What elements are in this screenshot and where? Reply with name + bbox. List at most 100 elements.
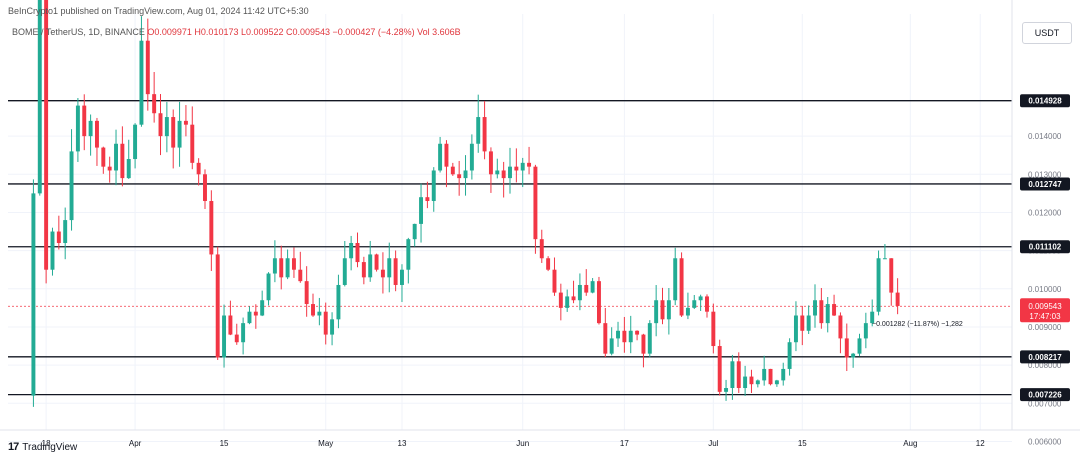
x-tick-label: Aug bbox=[903, 439, 917, 448]
candle-body bbox=[546, 258, 551, 270]
candle-body bbox=[673, 258, 678, 301]
candle-body bbox=[495, 170, 500, 175]
candle-body bbox=[431, 170, 436, 202]
candle-body bbox=[787, 342, 792, 369]
candle-body bbox=[444, 143, 449, 167]
candle-body bbox=[781, 368, 786, 381]
candle-body bbox=[120, 143, 125, 179]
candle-body bbox=[196, 162, 201, 175]
candle-body bbox=[577, 284, 582, 301]
candle-body bbox=[603, 323, 608, 354]
candle-body bbox=[469, 143, 474, 171]
candle-body bbox=[152, 94, 157, 114]
candle-body bbox=[762, 368, 767, 381]
x-tick-label: Jul bbox=[708, 439, 718, 448]
candle-body bbox=[361, 262, 366, 278]
candle-body bbox=[31, 193, 36, 396]
candle-body bbox=[114, 143, 118, 171]
candle-body bbox=[387, 258, 392, 278]
x-tick-label: Jun bbox=[516, 439, 529, 448]
candle-body bbox=[514, 166, 519, 171]
current-price-box bbox=[1020, 298, 1070, 323]
y-tick-label: 0.007000 bbox=[1028, 399, 1062, 408]
y-tick-label: 0.014000 bbox=[1028, 132, 1062, 141]
candle-body bbox=[158, 113, 163, 137]
candle-body bbox=[425, 197, 430, 202]
candle-body bbox=[336, 284, 341, 320]
candle-body bbox=[565, 296, 570, 308]
candle-body bbox=[139, 40, 144, 125]
x-tick-label: 15 bbox=[798, 439, 807, 448]
symbol-line: BOME / TetherUS, 1D, BINANCE O0.009971 H… bbox=[12, 27, 461, 37]
candle-body bbox=[755, 380, 760, 385]
candle-body bbox=[838, 315, 843, 339]
candle-body bbox=[571, 296, 576, 301]
candle-body bbox=[190, 124, 195, 163]
candle-body bbox=[590, 281, 595, 293]
candle-body bbox=[508, 166, 512, 179]
candle-body bbox=[851, 353, 856, 358]
candle-body bbox=[730, 361, 735, 389]
current-price-label: 0.009543 bbox=[1028, 302, 1062, 311]
measure-annotation: −0.001282 (−11.87%) −1,282 bbox=[872, 321, 963, 328]
level-label: 0.008217 bbox=[1028, 353, 1062, 362]
currency-button[interactable]: USDT bbox=[1022, 22, 1072, 44]
countdown-label: 17:47:03 bbox=[1029, 312, 1061, 321]
candle-body bbox=[584, 284, 589, 293]
axes: 0.006000 0.007000 0.008000 0.009000 0.010000… bbox=[0, 0, 1080, 448]
candle-body bbox=[272, 258, 277, 274]
y-tick-label: 0.012000 bbox=[1028, 208, 1062, 217]
candle-body bbox=[330, 319, 335, 335]
candle-body bbox=[876, 258, 881, 312]
level-label-box bbox=[1020, 240, 1070, 254]
candle-body bbox=[50, 231, 55, 270]
candle-body bbox=[457, 174, 462, 179]
candle-body bbox=[736, 361, 741, 389]
candle-body bbox=[317, 311, 322, 316]
level-label: 0.012747 bbox=[1028, 180, 1062, 189]
candle-body bbox=[552, 269, 557, 293]
candle-body bbox=[698, 296, 703, 301]
candle-body bbox=[793, 315, 798, 343]
candle-body bbox=[419, 197, 424, 224]
candle-body bbox=[622, 330, 627, 343]
candle-body bbox=[107, 166, 112, 171]
candle-body bbox=[482, 117, 487, 152]
candle-body bbox=[279, 258, 284, 278]
candle-body bbox=[863, 323, 868, 339]
grid bbox=[8, 14, 1012, 442]
candle-body bbox=[228, 315, 233, 335]
candle-body bbox=[711, 311, 716, 347]
candle-body bbox=[819, 300, 824, 324]
candle-body bbox=[628, 330, 633, 343]
candle-body bbox=[291, 258, 296, 270]
candle-body bbox=[247, 311, 252, 324]
candle-body bbox=[476, 117, 481, 144]
candle-body bbox=[520, 162, 525, 171]
candle-body bbox=[44, 0, 49, 270]
level-label: 0.007226 bbox=[1028, 391, 1062, 400]
candle-body bbox=[145, 40, 150, 95]
candle-body bbox=[558, 292, 563, 308]
candle-body bbox=[857, 338, 862, 354]
level-label-box bbox=[1020, 94, 1070, 108]
level-label: 0.011102 bbox=[1029, 243, 1062, 252]
candles[interactable] bbox=[31, 0, 900, 407]
candle-body bbox=[266, 273, 271, 301]
candle-body bbox=[304, 281, 309, 305]
candle-body bbox=[406, 239, 411, 270]
candle-body bbox=[393, 258, 398, 285]
candle-body bbox=[438, 143, 443, 171]
candle-body bbox=[380, 269, 385, 278]
x-tick-label: 18 bbox=[42, 439, 51, 448]
candle-body bbox=[844, 338, 849, 358]
candle-body bbox=[349, 242, 354, 259]
candle-body bbox=[82, 105, 87, 137]
tradingview-brand[interactable]: 17 TradingView bbox=[8, 441, 77, 453]
candle-body bbox=[368, 254, 373, 278]
candle-body bbox=[311, 304, 315, 316]
candle-body bbox=[222, 315, 227, 358]
candle-body bbox=[692, 300, 697, 308]
x-tick-label: 12 bbox=[976, 439, 985, 448]
